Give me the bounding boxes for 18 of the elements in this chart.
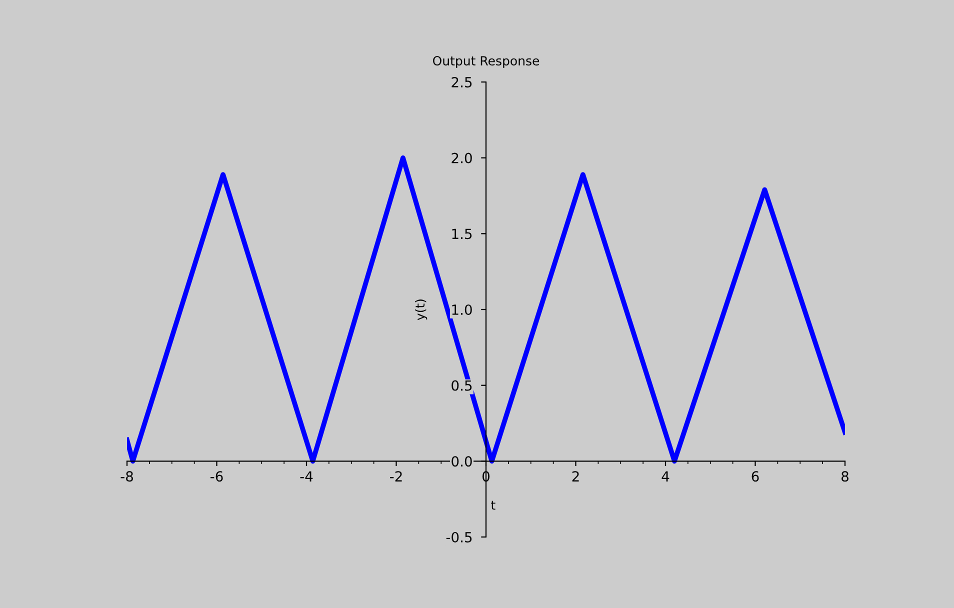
- chart-title: Output Response: [432, 56, 540, 68]
- x-tick-label: -6: [210, 471, 223, 482]
- y-tick-label: 0.5: [452, 380, 472, 391]
- y-axis-title: y(t): [415, 300, 428, 320]
- y-tick-label: 0.0: [452, 456, 472, 467]
- y-tick-label: -0.5: [446, 532, 472, 542]
- x-tick-label: 8: [842, 471, 848, 482]
- x-tick-label: -2: [390, 471, 402, 482]
- x-tick-label: 4: [662, 471, 670, 482]
- x-axis-title: t: [491, 500, 496, 510]
- x-tick-label: -4: [300, 471, 313, 482]
- x-tick-label: -8: [120, 471, 133, 482]
- x-tick-label: 6: [752, 471, 759, 482]
- y-tick-label: 1.5: [452, 228, 472, 240]
- y-tick-label: 1.0: [452, 304, 472, 315]
- x-tick-label: 2: [572, 471, 579, 482]
- y-tick-label: 2.0: [452, 152, 472, 164]
- y-tick-label: 2.5: [452, 76, 472, 88]
